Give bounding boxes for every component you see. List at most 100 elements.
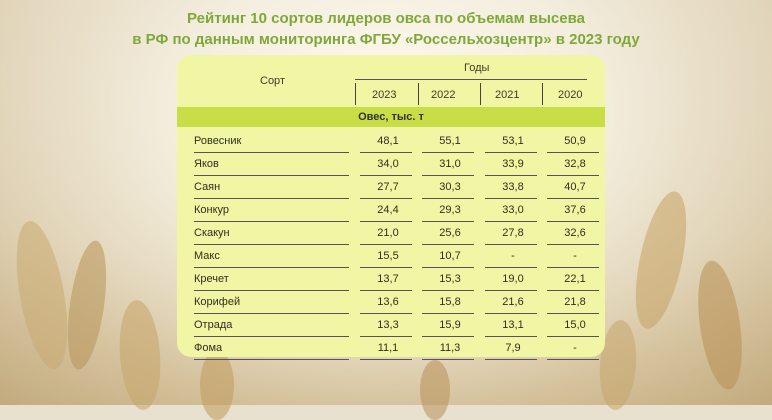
row-divider [485,175,537,176]
year-header-2023: 2023 [372,89,397,101]
row-divider [422,198,474,199]
table-row: Корифей 13,6 15,8 21,6 21,8 [177,292,605,315]
variety-name: Отрада [194,319,233,331]
column-header-sort: Сорт [260,75,285,87]
row-divider [360,267,412,268]
oat-spikelet-decoration [116,298,164,412]
row-divider [422,313,474,314]
row-divider [485,152,537,153]
value-cell-2020: - [573,250,577,262]
row-divider [422,290,474,291]
year-header-2022: 2022 [431,89,456,101]
value-cell-2022: 55,1 [439,135,461,147]
row-divider [360,336,412,337]
table-row: Кречет 13,7 15,3 19,0 22,1 [177,269,605,292]
row-divider [485,267,537,268]
row-divider [422,336,474,337]
table-body: Ровесник 48,1 55,1 53,1 50,9 Яков 34,0 31,0 33,9… [177,131,605,361]
value-cell-2022: 15,8 [439,296,461,308]
section-label: Овес, тыс. т [358,111,424,123]
value-cell-2023: 48,1 [377,135,399,147]
row-divider [194,290,349,291]
value-cell-2020: 40,7 [564,181,586,193]
section-label-band: Овес, тыс. т [177,107,605,127]
value-cell-2023: 21,0 [377,227,399,239]
row-divider [194,221,349,222]
row-divider [194,336,349,337]
value-cell-2021: 33,0 [502,204,524,216]
oat-spikelet-decoration [625,187,697,333]
variety-name: Конкур [194,204,230,216]
row-divider [422,152,474,153]
row-divider [547,336,599,337]
column-divider [355,83,356,105]
value-cell-2021: 7,9 [505,342,521,354]
value-cell-2022: 31,0 [439,158,461,170]
row-divider [194,175,349,176]
table-row: Отрада 13,3 15,9 13,1 15,0 [177,315,605,338]
row-divider [194,267,349,268]
row-divider [547,221,599,222]
value-cell-2021: - [511,250,515,262]
value-cell-2022: 11,3 [439,342,461,354]
table-row: Конкур 24,4 29,3 33,0 37,6 [177,200,605,223]
value-cell-2022: 15,9 [439,319,461,331]
year-header-2020: 2020 [558,89,583,101]
table-row: Фома 11,1 11,3 7,9 - [177,338,605,361]
row-divider [422,175,474,176]
value-cell-2020: 15,0 [564,319,586,331]
row-divider [547,198,599,199]
value-cell-2021: 13,1 [502,319,524,331]
value-cell-2020: 37,6 [564,204,586,216]
value-cell-2020: 50,9 [564,135,586,147]
row-divider [422,221,474,222]
row-divider [547,175,599,176]
row-divider [547,244,599,245]
value-cell-2022: 29,3 [439,204,461,216]
row-divider [360,313,412,314]
title-line-2: в РФ по данным мониторинга ФГБУ «Россель… [132,31,640,48]
table-row: Саян 27,7 30,3 33,8 40,7 [177,177,605,200]
row-divider [360,221,412,222]
value-cell-2021: 33,8 [502,181,524,193]
row-divider [194,244,349,245]
row-divider [422,244,474,245]
row-divider [360,244,412,245]
value-cell-2021: 21,6 [502,296,524,308]
row-divider [422,359,474,360]
value-cell-2020: 32,6 [564,227,586,239]
value-cell-2020: 22,1 [564,273,586,285]
value-cell-2022: 15,3 [439,273,461,285]
column-header-years: Годы [464,62,490,74]
row-divider [360,175,412,176]
row-divider [422,267,474,268]
column-divider [542,83,543,105]
row-divider [360,359,412,360]
value-cell-2023: 27,7 [377,181,399,193]
variety-name: Макс [194,250,220,262]
variety-name: Корифей [194,296,241,308]
table-row: Скакун 21,0 25,6 27,8 32,6 [177,223,605,246]
oat-spikelet-decoration [61,238,113,372]
value-cell-2022: 25,6 [439,227,461,239]
value-cell-2021: 53,1 [502,135,524,147]
oat-spikelet-decoration [420,360,450,420]
value-cell-2023: 13,7 [377,273,399,285]
row-divider [547,152,599,153]
table-row: Ровесник 48,1 55,1 53,1 50,9 [177,131,605,154]
row-divider [194,313,349,314]
row-divider [547,267,599,268]
value-cell-2022: 10,7 [439,250,461,262]
variety-name: Саян [194,181,221,193]
value-cell-2020: - [573,342,577,354]
row-divider [485,359,537,360]
value-cell-2023: 11,1 [377,342,399,354]
header-divider [355,79,587,80]
row-divider [485,290,537,291]
row-divider [194,152,349,153]
variety-name: Кречет [194,273,229,285]
value-cell-2023: 13,3 [377,319,399,331]
row-divider [547,359,599,360]
table-row: Макс 15,5 10,7 - - [177,246,605,269]
value-cell-2023: 13,6 [377,296,399,308]
